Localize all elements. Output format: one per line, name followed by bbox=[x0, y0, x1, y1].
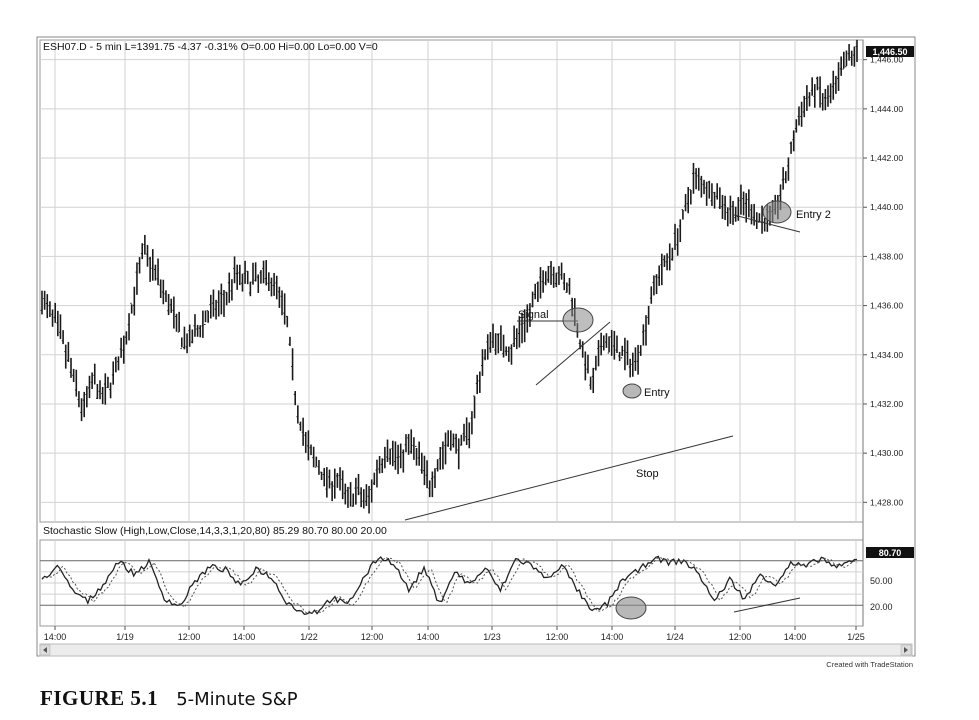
y-tick-label: 1,436.00 bbox=[870, 301, 903, 311]
last-price-badge bbox=[866, 46, 914, 57]
figure-title: 5-Minute S&P bbox=[176, 689, 298, 710]
figure-caption: FIGURE 5.1 5-Minute S&P bbox=[40, 686, 298, 711]
figure-number: FIGURE 5.1 bbox=[40, 686, 159, 710]
stochastic-d-line bbox=[41, 556, 858, 614]
x-tick-label: 1/24 bbox=[666, 632, 684, 642]
entry-label: Entry bbox=[644, 387, 670, 399]
x-tick-label: 1/25 bbox=[847, 632, 865, 642]
entry2-marker bbox=[762, 200, 792, 224]
signal-marker bbox=[562, 307, 594, 333]
x-tick-label: 12:00 bbox=[178, 632, 201, 642]
chevron-right-icon bbox=[904, 647, 908, 653]
stoch-tick-20: 20.00 bbox=[870, 602, 893, 612]
y-tick-label: 1,428.00 bbox=[870, 497, 903, 507]
x-tick-label: 14:00 bbox=[784, 632, 807, 642]
stochastic-lines bbox=[41, 555, 858, 616]
x-tick-label: 14:00 bbox=[417, 632, 440, 642]
stop-line bbox=[404, 435, 734, 521]
y-tick-label: 1,434.00 bbox=[870, 350, 903, 360]
signal-label: Signal bbox=[518, 309, 549, 321]
x-tick-label: 12:00 bbox=[546, 632, 569, 642]
stop-label: Stop bbox=[636, 468, 659, 480]
entry-marker bbox=[622, 383, 642, 399]
horizontal-scrollbar[interactable] bbox=[39, 643, 913, 657]
stoch-tick-50: 50.00 bbox=[870, 576, 893, 586]
last-price-label: 1,446.50 bbox=[872, 47, 907, 57]
stochastic-title: Stochastic Slow (High,Low,Close,14,3,3,1… bbox=[43, 525, 387, 537]
x-tick-label: 14:00 bbox=[601, 632, 624, 642]
stoch-oversold-marker bbox=[615, 596, 647, 620]
chart-header: ESH07.D - 5 min L=1391.75 -4.37 -0.31% O… bbox=[43, 41, 378, 53]
credit-text: Created with TradeStation bbox=[826, 660, 913, 669]
y-tick-label: 1,444.00 bbox=[870, 104, 903, 114]
ohlc-bars bbox=[40, 39, 858, 514]
x-tick-label: 1/19 bbox=[116, 632, 134, 642]
y-tick-label: 1,446.00 bbox=[870, 55, 903, 65]
x-tick-label: 1/22 bbox=[300, 632, 318, 642]
x-tick-label: 12:00 bbox=[361, 632, 384, 642]
signal-trendline bbox=[535, 321, 611, 386]
entry2-trendline bbox=[733, 214, 801, 233]
y-tick-label: 1,430.00 bbox=[870, 448, 903, 458]
x-tick-label: 14:00 bbox=[233, 632, 256, 642]
stoch-divergence-line bbox=[733, 597, 801, 613]
y-tick-label: 1,438.00 bbox=[870, 251, 903, 261]
chevron-left-icon bbox=[43, 647, 47, 653]
entry2-label: Entry 2 bbox=[796, 209, 831, 221]
y-tick-label: 1,440.00 bbox=[870, 202, 903, 212]
stoch-last-label: 80.70 bbox=[879, 548, 902, 558]
x-tick-label: 1/23 bbox=[483, 632, 501, 642]
y-tick-label: 1,442.00 bbox=[870, 153, 903, 163]
x-tick-label: 14:00 bbox=[44, 632, 67, 642]
stochastic-k-line bbox=[41, 555, 858, 616]
y-tick-label: 1,432.00 bbox=[870, 399, 903, 409]
x-tick-label: 12:00 bbox=[729, 632, 752, 642]
stoch-last-badge bbox=[866, 547, 914, 558]
